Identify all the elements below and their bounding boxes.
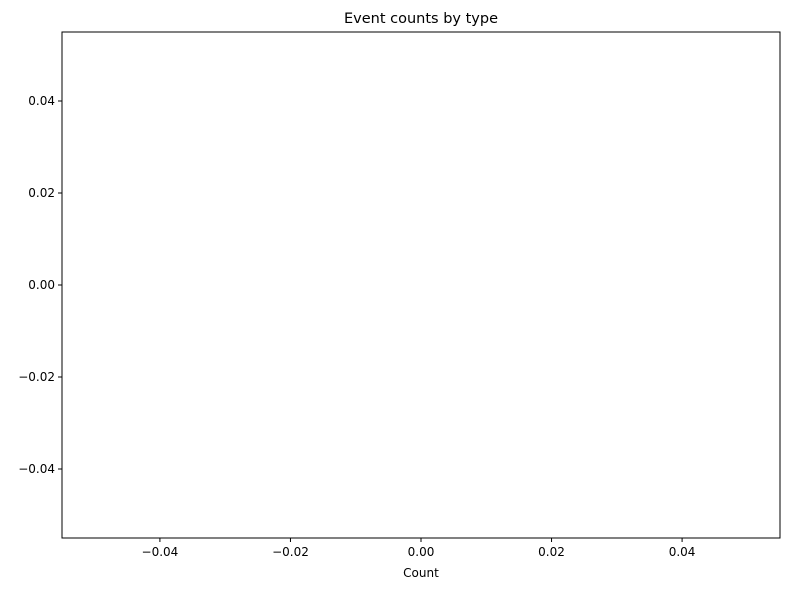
x-axis: −0.04 −0.02 0.00 0.02 0.04	[142, 538, 696, 559]
chart-title: Event counts by type	[344, 11, 498, 27]
y-tick-label: 0.04	[28, 94, 55, 108]
x-tick-label: 0.02	[538, 545, 565, 559]
y-tick-label: −0.04	[18, 462, 55, 476]
plot-area	[61, 31, 781, 539]
y-tick-label: −0.02	[18, 370, 55, 384]
y-tick-label: 0.00	[28, 278, 55, 292]
x-tick-label: −0.04	[142, 545, 179, 559]
x-tick-label: 0.04	[669, 545, 696, 559]
y-tick-label: 0.02	[28, 186, 55, 200]
x-axis-title: Count	[403, 566, 439, 580]
x-tick-label: −0.02	[272, 545, 309, 559]
y-axis: −0.04 −0.02 0.00 0.02 0.04	[18, 94, 62, 476]
x-tick-label: 0.00	[408, 545, 435, 559]
